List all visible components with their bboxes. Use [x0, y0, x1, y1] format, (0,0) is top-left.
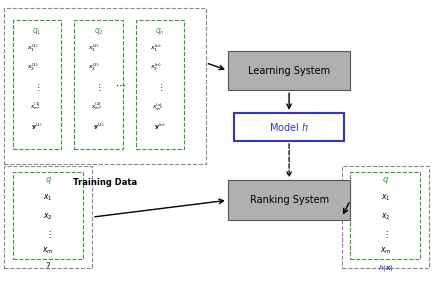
- Text: $x_1$: $x_1$: [43, 192, 53, 203]
- Text: $?$: $?$: [45, 259, 51, 271]
- Bar: [342, 166, 429, 268]
- Text: $\mathbf{y}^{(n)}$: $\mathbf{y}^{(n)}$: [154, 122, 166, 132]
- Text: $x_1^{(1)}$: $x_1^{(1)}$: [27, 42, 39, 54]
- Text: Learning System: Learning System: [248, 65, 330, 76]
- Text: Training Data: Training Data: [73, 178, 137, 187]
- Text: $x_m$: $x_m$: [380, 246, 391, 256]
- Text: $x_2$: $x_2$: [381, 212, 390, 222]
- Bar: [234, 113, 344, 141]
- Text: $\vdots$: $\vdots$: [382, 228, 389, 240]
- Bar: [4, 8, 206, 164]
- Text: $q$: $q$: [382, 175, 389, 186]
- Text: $\vdots$: $\vdots$: [95, 82, 102, 93]
- Bar: [136, 20, 184, 149]
- Text: $x_2^{(1)}$: $x_2^{(1)}$: [27, 62, 39, 73]
- Text: $x_m$: $x_m$: [42, 246, 54, 256]
- Bar: [350, 172, 420, 259]
- Text: $x_{m^{1}}^{(1)}$: $x_{m^{1}}^{(1)}$: [30, 101, 40, 113]
- Text: $\mathbf{y}^{(2)}$: $\mathbf{y}^{(2)}$: [92, 122, 105, 132]
- Text: $\vdots$: $\vdots$: [45, 228, 52, 240]
- Text: $q_2$: $q_2$: [94, 25, 103, 37]
- Text: $h(\mathbf{x})$: $h(\mathbf{x})$: [378, 263, 393, 273]
- Bar: [228, 51, 350, 90]
- Bar: [13, 20, 61, 149]
- Text: $q$: $q$: [45, 175, 52, 186]
- Text: $\mathbf{y}^{(1)}$: $\mathbf{y}^{(1)}$: [31, 122, 43, 132]
- Text: Ranking System: Ranking System: [250, 195, 328, 205]
- Text: $q_1$: $q_1$: [32, 25, 42, 37]
- Text: $q_n$: $q_n$: [155, 25, 165, 37]
- Text: $x_1$: $x_1$: [381, 192, 390, 203]
- Text: $x_1^{(2)}$: $x_1^{(2)}$: [88, 42, 100, 54]
- Bar: [74, 20, 123, 149]
- Text: $x_2^{(n)}$: $x_2^{(n)}$: [149, 62, 162, 73]
- Text: $\vdots$: $\vdots$: [157, 82, 163, 93]
- Text: $\cdots$: $\cdots$: [115, 80, 126, 90]
- Bar: [228, 180, 350, 220]
- Text: $x_2^{(2)}$: $x_2^{(2)}$: [88, 62, 100, 73]
- Text: $x_{m^{n}}^{(n)}$: $x_{m^{n}}^{(n)}$: [152, 102, 163, 113]
- Text: $x_{m^{2}}^{(2)}$: $x_{m^{2}}^{(2)}$: [91, 101, 102, 113]
- Text: Model $h$: Model $h$: [269, 121, 309, 133]
- Text: $x_1^{(n)}$: $x_1^{(n)}$: [149, 42, 162, 54]
- Text: $\vdots$: $\vdots$: [34, 82, 40, 93]
- Bar: [13, 172, 83, 259]
- Text: $x_2$: $x_2$: [43, 212, 53, 222]
- Bar: [4, 166, 92, 268]
